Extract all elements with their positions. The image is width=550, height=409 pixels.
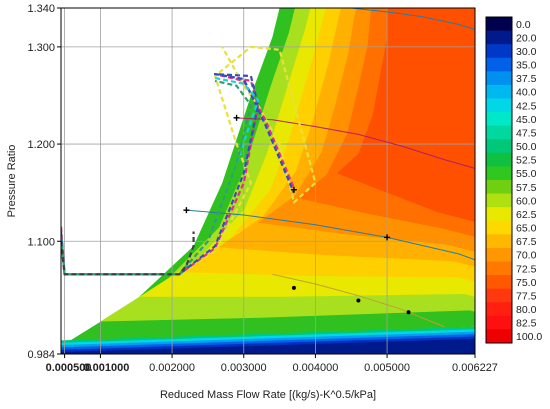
- colorbar-label: 72.5: [516, 263, 537, 275]
- colorbar-swatch: [486, 288, 512, 303]
- operating-point-dot: [291, 285, 296, 290]
- colorbar-label: 52.5: [516, 155, 537, 167]
- colorbar-label: 80.0: [516, 304, 537, 316]
- colorbar-label: 75.0: [516, 277, 537, 289]
- operating-line: [351, 8, 475, 30]
- colorbar-legend: 0.020.0 30.0 35.037.5 40.042.5 45.047.5 50.0 5…: [485, 16, 542, 344]
- colorbar-label: 82.5: [516, 318, 537, 330]
- colorbar-swatch: [486, 220, 512, 235]
- colorbar-swatch: [486, 112, 512, 127]
- colorbar-swatch: [486, 234, 512, 249]
- contour-region: [336, 8, 475, 222]
- colorbar-label: 37.5: [516, 73, 537, 85]
- x-tick-label: 0.005000: [364, 362, 410, 374]
- colorbar-swatch: [486, 125, 512, 140]
- operating-point-marker: [384, 234, 391, 241]
- colorbar-label: 77.5: [516, 290, 537, 302]
- x-tick-label: 0.004000: [292, 362, 338, 374]
- x-tick-label: 0.006227: [452, 362, 498, 374]
- colorbar-label: 40.0: [516, 87, 537, 99]
- y-tick-label: 1.200: [27, 139, 55, 151]
- operating-point-dot: [406, 310, 411, 315]
- colorbar-label: 0.0: [516, 19, 531, 31]
- colorbar-label: 65.0: [516, 223, 537, 235]
- x-tick-label: 0.002000: [149, 362, 195, 374]
- operating-line: [186, 209, 475, 261]
- operating-point-markers: [183, 114, 411, 315]
- colorbar-swatch: [486, 302, 512, 317]
- colorbar-label: 45.0: [516, 114, 537, 126]
- colorbar-swatch: [486, 207, 512, 222]
- colorbar-swatch: [486, 261, 512, 276]
- y-tick-label: 1.300: [27, 42, 55, 54]
- transient-series: [61, 45, 317, 276]
- grid-lines: [61, 8, 475, 354]
- colorbar-label: 42.5: [516, 100, 537, 112]
- colorbar-label: 30.0: [516, 46, 537, 58]
- y-tick-label: 1.340: [27, 3, 55, 15]
- y-tick-label: 0.984: [27, 349, 55, 361]
- plot-frame: [60, 7, 476, 355]
- colorbar-label: 47.5: [516, 127, 537, 139]
- operating-point-dot: [356, 298, 361, 303]
- contour-band: [61, 338, 475, 354]
- colorbar-swatch: [486, 30, 512, 45]
- colorbar-label: 57.5: [516, 182, 537, 194]
- colorbar-label: 62.5: [516, 209, 537, 221]
- colorbar-swatch: [486, 275, 512, 290]
- colorbar-swatch: [486, 71, 512, 86]
- colorbar-swatch: [486, 17, 512, 32]
- operating-point-marker: [183, 207, 190, 214]
- operating-line: [236, 117, 475, 169]
- colorbar-label: 67.5: [516, 236, 537, 248]
- colorbar-label: 50.0: [516, 141, 537, 153]
- operating-point-marker: [233, 114, 240, 121]
- colorbar-swatch: [486, 166, 512, 181]
- colorbar-swatch: [486, 84, 512, 99]
- x-tick-label: 0.000500: [46, 362, 92, 374]
- colorbar-swatch: [486, 193, 512, 208]
- colorbar-swatch: [486, 152, 512, 167]
- colorbar-label: 100.0: [516, 331, 542, 343]
- low-efficiency-band: [61, 326, 475, 354]
- colorbar-swatch: [486, 139, 512, 154]
- operating-line: [272, 273, 445, 328]
- colorbar-swatch: [486, 247, 512, 262]
- x-axis-label: Reduced Mass Flow Rate [(kg/s)-K^0.5/kPa…: [160, 389, 376, 401]
- x-tick-label: 0.001000: [83, 362, 129, 374]
- colorbar-label: 35.0: [516, 60, 537, 72]
- x-tick-label: 0.003000: [221, 362, 267, 374]
- colorbar-swatch: [486, 98, 512, 113]
- colorbar-swatch: [486, 315, 512, 330]
- series-line: [61, 231, 195, 276]
- colorbar-swatch: [486, 44, 512, 59]
- colorbar-label: 70.0: [516, 250, 537, 262]
- colorbar-swatch: [486, 180, 512, 195]
- y-axis-label: Pressure Ratio: [6, 145, 18, 218]
- colorbar-frame: [485, 16, 513, 344]
- y-tick-label: 1.100: [27, 236, 55, 248]
- operating-lines: [186, 8, 475, 328]
- operating-point-marker: [290, 186, 297, 193]
- colorbar-swatch: [486, 57, 512, 72]
- colorbar-swatch: [486, 329, 512, 344]
- colorbar-label: 20.0: [516, 32, 537, 44]
- colorbar-label: 60.0: [516, 195, 537, 207]
- y-axis-ticks: 0.984 1.100 1.200 1.300 1.340: [27, 3, 61, 361]
- colorbar-label: 55.0: [516, 168, 537, 180]
